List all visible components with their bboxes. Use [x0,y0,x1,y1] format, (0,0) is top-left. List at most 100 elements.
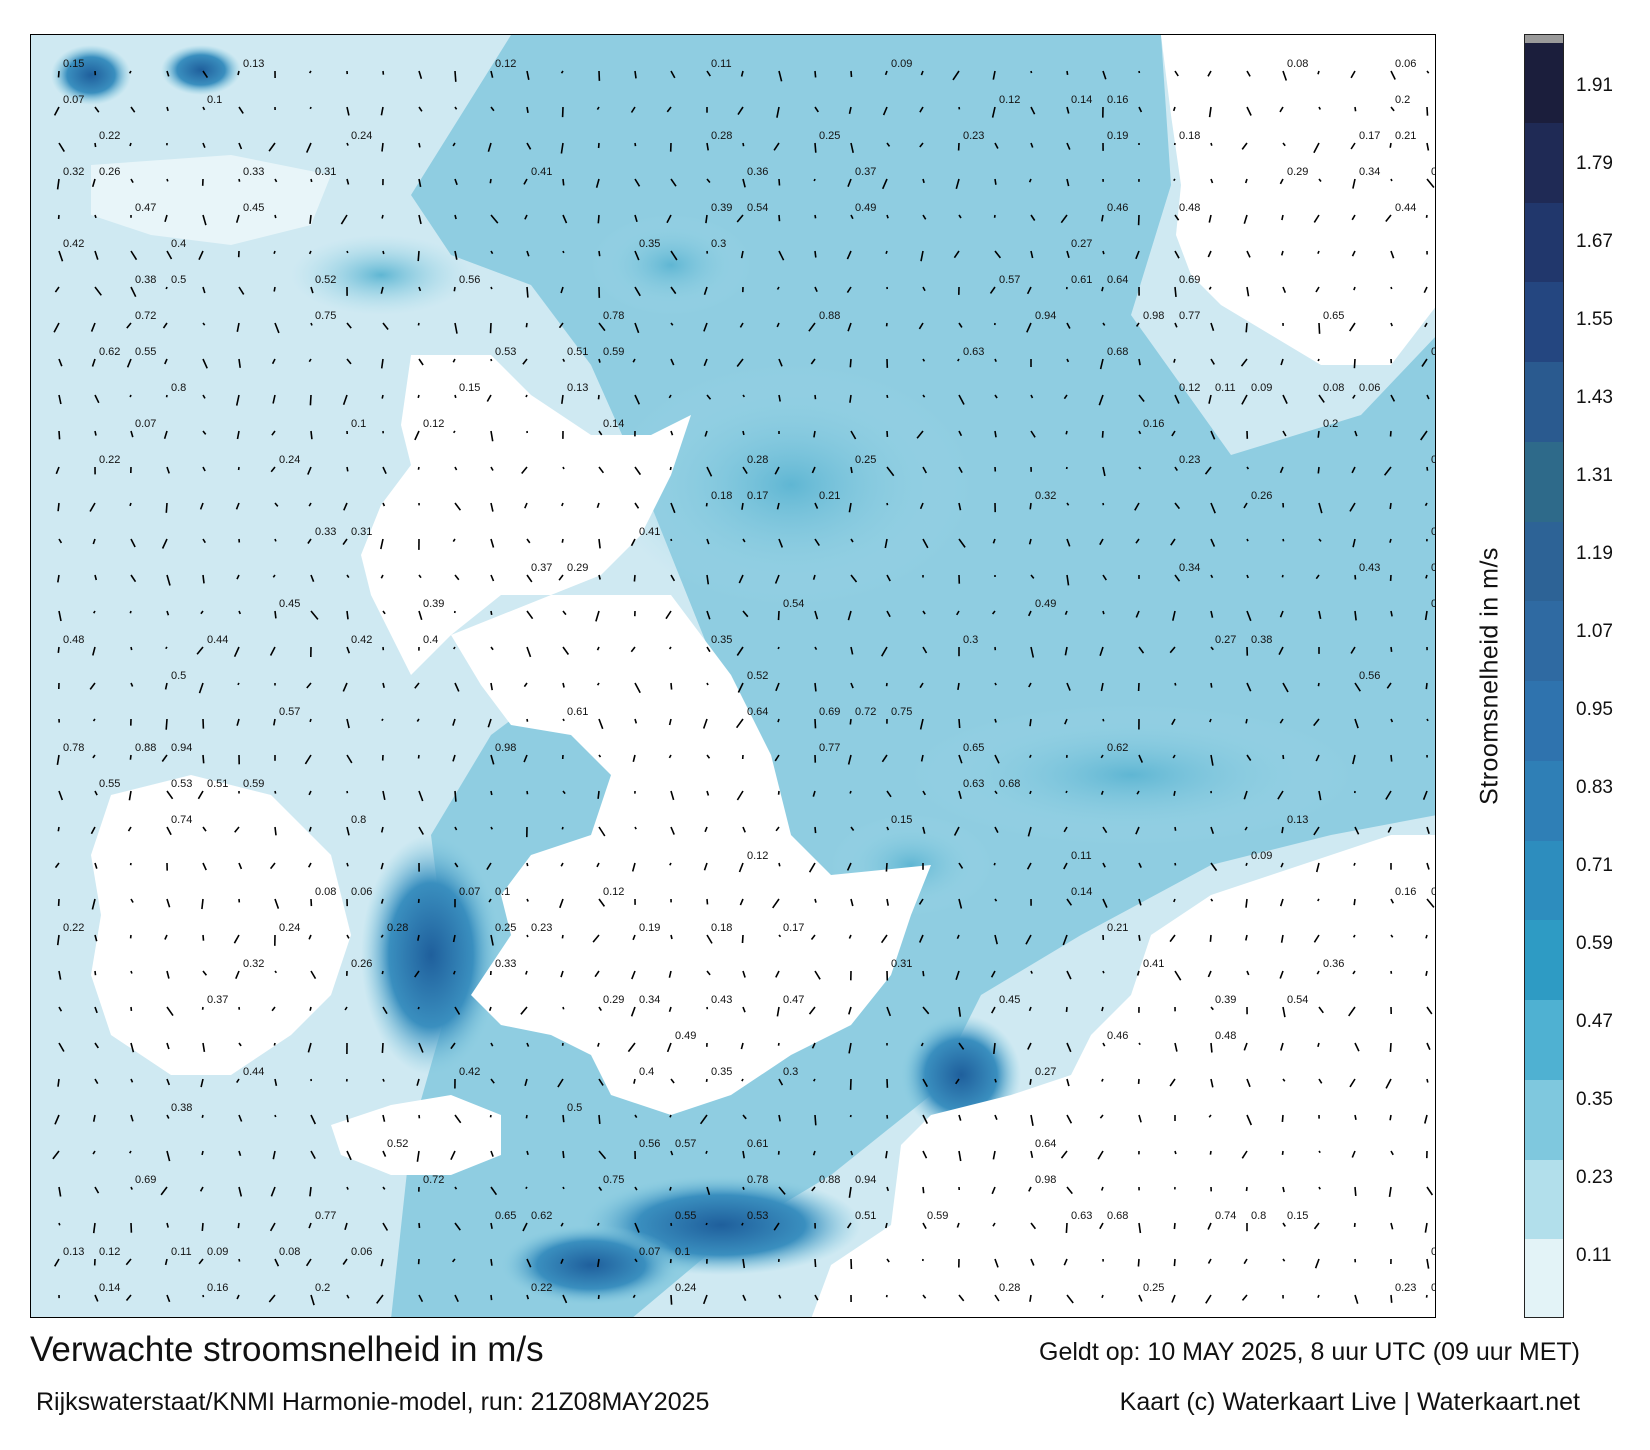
speed-value-label: 0.61 [747,1138,768,1150]
colorbar-segment [1525,282,1563,363]
current-vector-arrow [1246,538,1249,542]
current-vector-arrow [165,502,168,513]
current-vector-arrow [778,1186,786,1195]
current-vector-arrow [882,106,888,116]
current-vector-arrow [666,106,672,113]
speed-value-label: 0.17 [1359,130,1380,142]
current-vector-arrow [598,718,604,730]
current-vector-arrow [847,322,852,332]
map-panel[interactable]: 0.15 0.13 0.12 0.11 0.09 0.08 0.06 0.07 0.1 0.12 0… [30,34,1436,1318]
current-vector-arrow [596,1222,600,1226]
current-vector-arrow [1210,430,1216,440]
speed-value-label: 0.56 [639,1138,660,1150]
current-vector-arrow [886,790,892,798]
current-vector-arrow [562,718,565,722]
current-vector-arrow [1066,538,1071,547]
current-vector-arrow [309,1186,312,1197]
current-vector-arrow [1313,214,1320,223]
current-vector-arrow [958,1042,965,1050]
current-vector-arrow [1241,1294,1248,1301]
current-vector-arrow [380,862,384,870]
current-vector-arrow [1245,934,1248,941]
current-vector-arrow [310,178,313,183]
speed-value-label: 0.27 [1035,1066,1056,1078]
current-vector-arrow [1318,106,1322,110]
speed-value-label: 0.42 [459,1066,480,1078]
speed-value-label: 0.23 [1395,1282,1416,1294]
speed-value-label: 0.19 [1107,130,1128,142]
speed-value-label: 0.88 [819,1174,840,1186]
current-vector-arrow [130,1078,134,1083]
current-vector-arrow [634,682,641,694]
colorbar-tick-label: 0.11 [1576,1245,1612,1266]
current-vector-arrow [848,1006,852,1015]
current-vector-arrow [634,394,641,405]
current-vector-arrow [418,1042,424,1053]
current-vector-arrow [198,682,204,694]
current-vector-arrow [561,934,564,939]
current-vector-arrow [489,322,492,334]
speed-value-label: 0.31 [315,166,336,178]
current-vector-arrow [1207,250,1212,258]
current-vector-arrow [1173,1222,1176,1230]
current-vector-arrow [94,1294,99,1302]
current-vector-arrow [1136,970,1140,976]
current-vector-arrow [881,754,888,763]
speed-value-label: 0.36 [1323,958,1344,970]
speed-value-label: 0.22 [99,454,120,466]
current-vector-arrow [128,70,132,74]
current-vector-arrow [1066,682,1071,691]
current-vector-arrow [1137,1258,1140,1267]
current-vector-arrow [990,1006,996,1014]
current-vector-arrow [1426,1078,1429,1083]
current-vector-arrow [703,286,708,295]
current-vector-arrow [418,286,422,292]
current-vector-arrow [1099,1114,1104,1119]
current-vector-arrow [452,934,456,943]
current-vector-arrow [346,250,349,254]
current-vector-arrow [848,1186,852,1198]
current-vector-arrow [1389,142,1392,148]
current-vector-arrow [849,358,852,368]
current-vector-arrow [130,106,136,113]
current-vector-arrow [310,970,317,980]
colorbar-segment [1525,840,1563,922]
current-vector-arrow [778,934,782,938]
current-vector-arrow [775,970,780,978]
current-vector-arrow [666,1042,672,1053]
current-vector-arrow [885,1222,888,1229]
current-vector-arrow [56,178,60,190]
current-vector-arrow [490,466,494,471]
current-vector-arrow [166,250,173,260]
current-vector-arrow [1390,322,1393,327]
current-vector-arrow [58,790,64,801]
current-vector-arrow [850,1150,854,1156]
current-vector-arrow [381,142,384,152]
speed-value-label: 0.78 [747,1174,768,1186]
speed-value-label: 0.07 [639,1246,660,1258]
current-vector-arrow [236,430,240,440]
current-vector-arrow [1354,1294,1359,1304]
speed-value-label: 0.72 [423,1174,444,1186]
current-vector-arrow [849,1114,852,1118]
current-vector-arrow [668,646,672,650]
speed-value-label: 0.5 [171,274,186,286]
current-vector-arrow [1171,718,1176,726]
current-vector-arrow [454,466,458,471]
current-vector-arrow [236,574,240,580]
current-vector-arrow [53,106,60,116]
current-vector-arrow [130,178,134,184]
current-vector-arrow [526,142,532,150]
current-vector-arrow [850,826,855,831]
speed-value-label: 0.45 [279,598,300,610]
current-vector-arrow [704,826,708,833]
land-central [361,355,691,675]
current-vector-arrow [274,178,278,183]
current-vector-arrow [850,70,853,78]
current-vector-arrow [1101,286,1104,292]
current-vector-arrow [742,826,746,833]
speed-value-label: 0.1 [207,94,222,106]
current-vector-arrow [238,610,242,615]
speed-value-label: 0.08 [279,1246,300,1258]
current-vector-arrow [268,1294,276,1303]
